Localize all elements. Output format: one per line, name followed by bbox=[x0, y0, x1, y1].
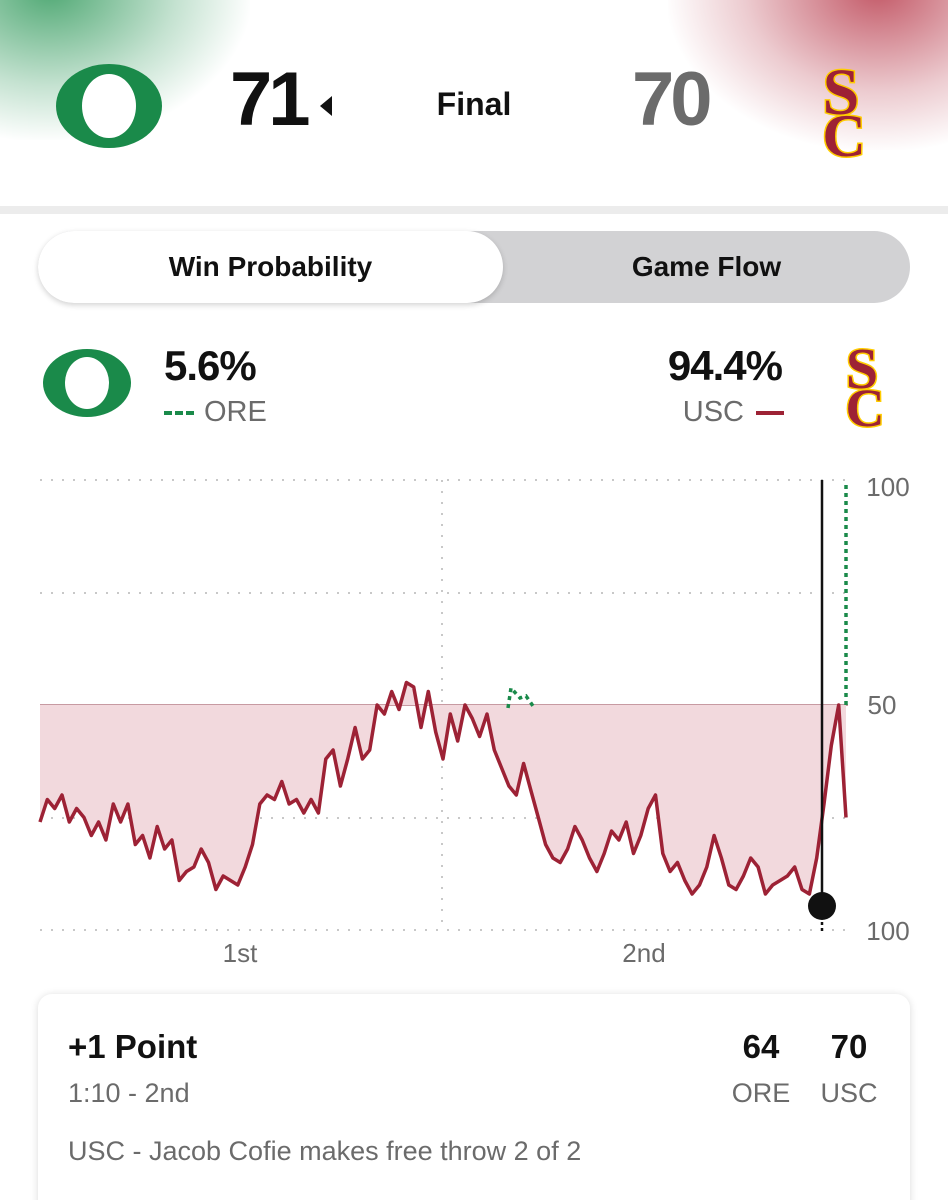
svg-text:C: C bbox=[846, 378, 885, 430]
game-status: Final bbox=[436, 86, 512, 122]
usc-logo[interactable]: S C bbox=[804, 56, 878, 160]
play-home-team: ORE bbox=[731, 1078, 791, 1108]
svg-text:S: S bbox=[823, 56, 860, 129]
caret-left-icon bbox=[320, 96, 332, 116]
scrubber-handle[interactable] bbox=[808, 892, 836, 920]
y-tick-mid: 50 bbox=[868, 690, 897, 720]
view-toggle: Game Flow Win Probability bbox=[38, 231, 910, 303]
x-label-second-half: 2nd bbox=[622, 938, 665, 968]
away-score: 70 bbox=[632, 57, 713, 142]
win-probability-chart[interactable]: 100 50 100 1st 2nd bbox=[0, 460, 948, 980]
play-time: 1:10 - 2nd bbox=[68, 1078, 190, 1108]
play-home-score: 64 bbox=[742, 1028, 780, 1065]
tab-win-probability[interactable]: Win Probability bbox=[38, 231, 503, 303]
tab-game-flow[interactable]: Game Flow bbox=[631, 251, 782, 282]
usc-logo-small: S C bbox=[844, 336, 886, 430]
away-legend: USC bbox=[600, 396, 784, 429]
play-title: +1 Point bbox=[68, 1028, 198, 1065]
usc-probability-area bbox=[40, 682, 846, 894]
play-description: USC - Jacob Cofie makes free throw 2 of … bbox=[68, 1136, 582, 1166]
play-away-score: 70 bbox=[830, 1028, 868, 1065]
play-away-team: USC bbox=[820, 1078, 878, 1108]
chart-grid bbox=[40, 479, 848, 931]
svg-text:S: S bbox=[846, 336, 878, 401]
usc-probability-line bbox=[38, 680, 848, 896]
y-tick-bottom: 100 bbox=[866, 916, 909, 946]
away-win-probability: 94.4% bbox=[667, 342, 783, 389]
scoreboard-header: 71 Final 70 S C bbox=[0, 0, 948, 206]
solid-line-icon bbox=[756, 410, 784, 415]
ore-probability-line bbox=[506, 684, 535, 709]
play-detail-card[interactable]: +1 Point 1:10 - 2nd USC - Jacob Cofie ma… bbox=[38, 994, 910, 1200]
x-label-first-half: 1st bbox=[223, 938, 258, 968]
home-legend-label: ORE bbox=[204, 396, 267, 428]
header-divider bbox=[0, 206, 948, 214]
home-score: 71 bbox=[230, 57, 311, 142]
oregon-logo-small bbox=[43, 349, 131, 417]
y-tick-top: 100 bbox=[866, 472, 909, 502]
home-legend: ORE bbox=[164, 396, 267, 429]
oregon-logo[interactable] bbox=[54, 62, 164, 150]
home-win-probability: 5.6% bbox=[164, 342, 257, 389]
away-legend-label: USC bbox=[682, 396, 744, 428]
svg-text:C: C bbox=[822, 103, 865, 160]
dashed-line-icon bbox=[164, 410, 194, 415]
usc-glow bbox=[668, 0, 948, 150]
